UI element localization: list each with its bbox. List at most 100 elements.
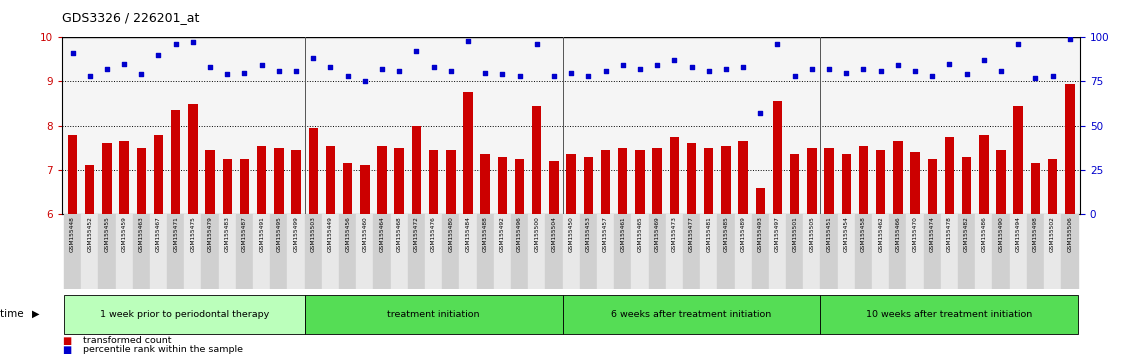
Bar bbox=[137, 148, 146, 214]
Text: GSM155492: GSM155492 bbox=[500, 216, 504, 252]
Bar bbox=[550, 161, 559, 214]
Point bbox=[115, 61, 133, 67]
Bar bbox=[102, 143, 112, 214]
Bar bbox=[236, 214, 253, 289]
Bar bbox=[961, 156, 972, 214]
Text: GSM155505: GSM155505 bbox=[810, 216, 814, 252]
Bar bbox=[98, 214, 115, 289]
Bar bbox=[167, 214, 184, 289]
Bar bbox=[360, 166, 370, 214]
Text: GSM155456: GSM155456 bbox=[345, 216, 351, 252]
Bar bbox=[924, 214, 941, 289]
Bar bbox=[154, 135, 163, 214]
Bar bbox=[292, 150, 301, 214]
Text: GSM155493: GSM155493 bbox=[758, 216, 762, 252]
Text: GSM155470: GSM155470 bbox=[913, 216, 917, 252]
Point bbox=[184, 40, 202, 45]
Bar bbox=[201, 214, 218, 289]
Bar bbox=[494, 214, 511, 289]
Point bbox=[510, 73, 528, 79]
Text: GSM155469: GSM155469 bbox=[655, 216, 659, 252]
Bar bbox=[597, 214, 614, 289]
Bar bbox=[756, 188, 765, 214]
Point bbox=[304, 56, 322, 61]
Bar bbox=[580, 214, 597, 289]
Point bbox=[717, 66, 735, 72]
Bar bbox=[703, 148, 714, 214]
Bar bbox=[687, 143, 697, 214]
Text: GSM155498: GSM155498 bbox=[1033, 216, 1038, 252]
Text: GSM155506: GSM155506 bbox=[1068, 216, 1072, 252]
Text: GSM155453: GSM155453 bbox=[586, 216, 590, 252]
Text: GSM155482: GSM155482 bbox=[964, 216, 969, 252]
Text: GSM155478: GSM155478 bbox=[947, 216, 952, 252]
Bar bbox=[545, 214, 562, 289]
Bar bbox=[373, 214, 390, 289]
Text: GSM155483: GSM155483 bbox=[225, 216, 230, 252]
Point bbox=[786, 73, 804, 79]
Text: GSM155471: GSM155471 bbox=[173, 216, 179, 252]
Text: GSM155495: GSM155495 bbox=[276, 216, 282, 252]
Bar bbox=[1047, 159, 1057, 214]
Text: GSM155461: GSM155461 bbox=[620, 216, 625, 252]
Bar bbox=[498, 156, 507, 214]
Point bbox=[201, 64, 219, 70]
Text: GSM155473: GSM155473 bbox=[672, 216, 676, 252]
Point bbox=[682, 64, 700, 70]
Bar bbox=[1013, 106, 1022, 214]
Bar bbox=[927, 159, 936, 214]
Bar bbox=[532, 106, 542, 214]
Bar bbox=[511, 214, 528, 289]
Text: GSM155458: GSM155458 bbox=[861, 216, 866, 252]
Bar bbox=[789, 154, 800, 214]
Bar bbox=[287, 214, 304, 289]
Text: transformed count: transformed count bbox=[83, 336, 171, 346]
Point bbox=[407, 48, 425, 54]
Bar bbox=[171, 110, 181, 214]
Bar bbox=[481, 154, 490, 214]
Bar bbox=[322, 214, 339, 289]
Bar bbox=[309, 128, 318, 214]
Bar bbox=[975, 214, 992, 289]
Point bbox=[270, 68, 288, 74]
Text: GSM155475: GSM155475 bbox=[190, 216, 196, 252]
Text: GSM155464: GSM155464 bbox=[380, 216, 385, 252]
Bar bbox=[253, 214, 270, 289]
Point bbox=[98, 66, 116, 72]
Text: GSM155460: GSM155460 bbox=[362, 216, 368, 252]
Text: GSM155487: GSM155487 bbox=[242, 216, 247, 252]
Bar bbox=[274, 148, 284, 214]
Point bbox=[803, 66, 821, 72]
Bar bbox=[184, 214, 201, 289]
Bar bbox=[64, 214, 81, 289]
Point bbox=[338, 73, 356, 79]
Text: GSM155490: GSM155490 bbox=[999, 216, 1003, 252]
Text: GSM155454: GSM155454 bbox=[844, 216, 848, 252]
Bar bbox=[1061, 214, 1078, 289]
Text: GSM155463: GSM155463 bbox=[139, 216, 144, 252]
Text: GDS3326 / 226201_at: GDS3326 / 226201_at bbox=[62, 11, 199, 24]
Text: GSM155488: GSM155488 bbox=[483, 216, 487, 252]
Point bbox=[889, 63, 907, 68]
Bar bbox=[734, 214, 752, 289]
Text: GSM155486: GSM155486 bbox=[982, 216, 986, 252]
Bar bbox=[390, 214, 408, 289]
Point bbox=[1026, 75, 1044, 81]
Point bbox=[614, 63, 632, 68]
Bar bbox=[85, 166, 95, 214]
Point bbox=[528, 41, 546, 47]
Bar bbox=[893, 141, 903, 214]
Text: GSM155494: GSM155494 bbox=[1016, 216, 1020, 252]
Bar bbox=[120, 141, 129, 214]
Point bbox=[459, 38, 477, 44]
Bar bbox=[425, 214, 442, 289]
Bar bbox=[824, 148, 834, 214]
Point bbox=[356, 79, 374, 84]
Bar bbox=[858, 145, 869, 214]
Bar bbox=[614, 214, 631, 289]
Text: GSM155489: GSM155489 bbox=[741, 216, 745, 252]
Point bbox=[872, 68, 890, 74]
Bar bbox=[304, 214, 322, 289]
Text: GSM155459: GSM155459 bbox=[122, 216, 127, 252]
Point bbox=[287, 68, 305, 74]
